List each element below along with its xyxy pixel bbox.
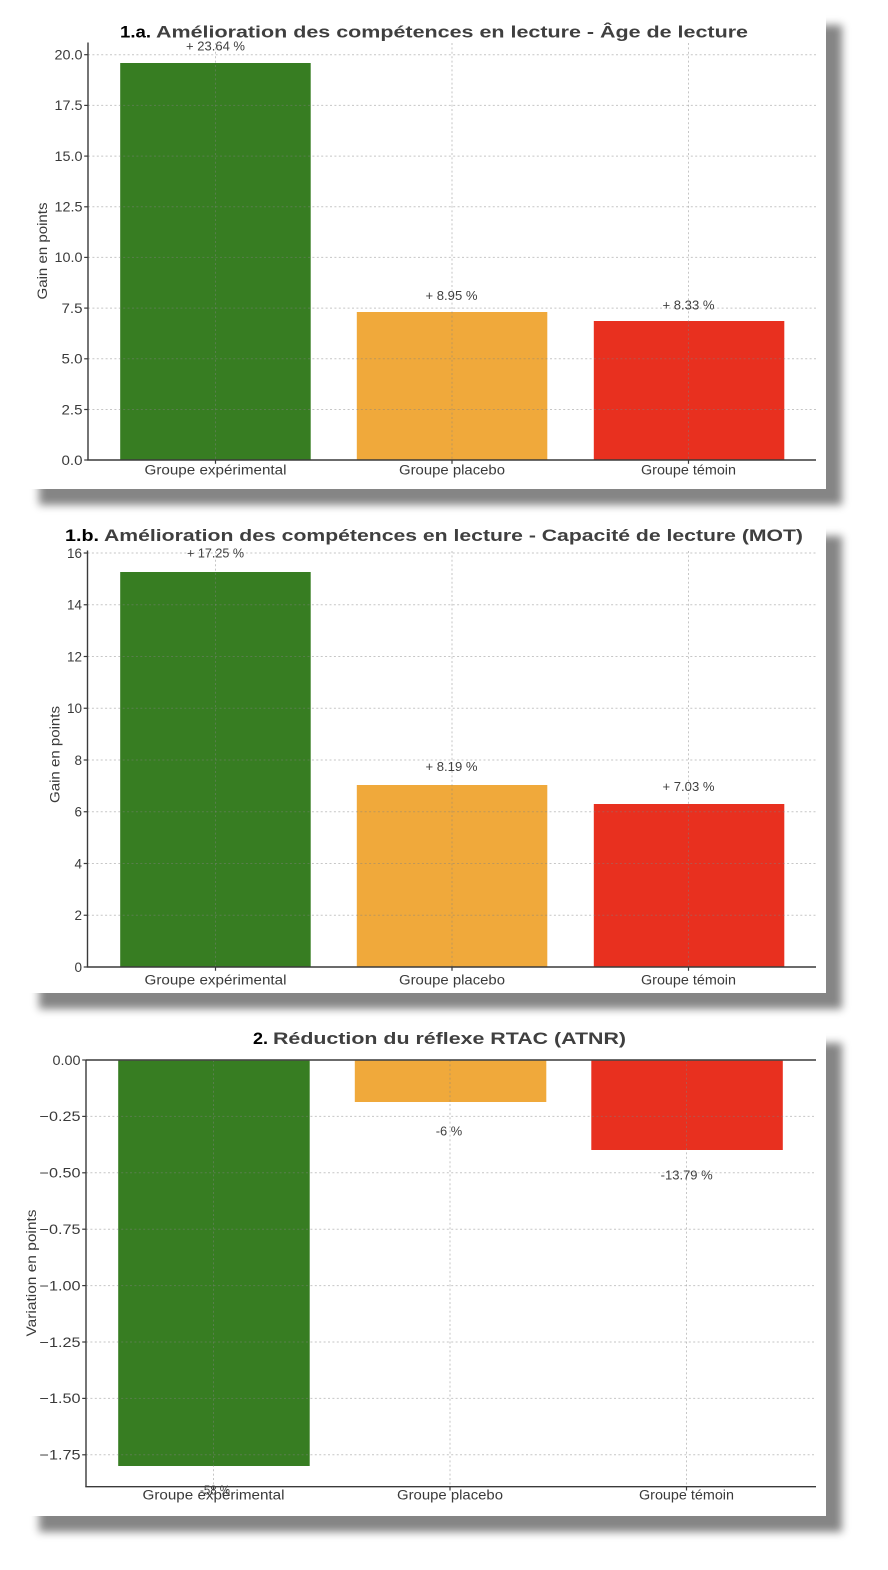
svg-text:7.5: 7.5 (62, 301, 83, 316)
svg-text:2.: 2. (253, 1030, 268, 1048)
svg-text:Groupe expérimental: Groupe expérimental (143, 1487, 285, 1502)
svg-text:16: 16 (67, 546, 82, 561)
svg-text:−1.00: −1.00 (40, 1278, 81, 1293)
svg-text:0.00: 0.00 (53, 1053, 81, 1068)
svg-text:14: 14 (67, 598, 83, 613)
svg-text:Groupe témoin: Groupe témoin (639, 1487, 734, 1502)
svg-text:Groupe expérimental: Groupe expérimental (145, 973, 287, 988)
svg-text:-13.79 %: -13.79 % (661, 1168, 713, 1182)
svg-text:−1.25: −1.25 (40, 1335, 81, 1350)
svg-text:Gain en points: Gain en points (35, 202, 50, 299)
svg-text:6: 6 (74, 805, 82, 820)
svg-text:−1.50: −1.50 (40, 1391, 81, 1406)
svg-text:15.0: 15.0 (55, 149, 83, 164)
svg-text:20.0: 20.0 (55, 48, 83, 63)
svg-text:10.0: 10.0 (55, 250, 83, 265)
svg-text:2: 2 (74, 908, 82, 923)
svg-text:Gain en points: Gain en points (48, 706, 63, 803)
svg-text:Réduction du réflexe RTAC (ATN: Réduction du réflexe RTAC (ATNR) (273, 1030, 626, 1048)
svg-text:17.5: 17.5 (55, 98, 83, 113)
svg-text:−0.75: −0.75 (40, 1222, 81, 1237)
svg-text:12.5: 12.5 (55, 200, 83, 215)
svg-text:8: 8 (74, 753, 82, 768)
svg-text:+ 7.03 %: + 7.03 % (663, 780, 715, 794)
svg-text:-58 %: -58 % (200, 1483, 230, 1497)
svg-text:+ 23.64 %: + 23.64 % (186, 40, 245, 54)
svg-text:−0.50: −0.50 (40, 1166, 81, 1181)
svg-text:Groupe témoin: Groupe témoin (641, 463, 736, 478)
svg-text:10: 10 (67, 701, 82, 716)
svg-text:12: 12 (67, 649, 82, 664)
svg-text:1.a.: 1.a. (120, 24, 151, 42)
svg-text:+ 8.19 %: + 8.19 % (426, 760, 478, 774)
svg-text:+ 8.95 %: + 8.95 % (426, 289, 478, 303)
svg-text:−0.25: −0.25 (40, 1109, 81, 1124)
svg-text:−1.75: −1.75 (40, 1448, 81, 1463)
svg-text:1.b.: 1.b. (65, 527, 99, 545)
svg-text:+ 8.33 %: + 8.33 % (663, 298, 715, 312)
svg-text:0.0: 0.0 (62, 453, 83, 468)
svg-text:4: 4 (74, 856, 82, 871)
svg-text:Groupe placebo: Groupe placebo (399, 973, 505, 988)
svg-text:Groupe témoin: Groupe témoin (641, 973, 736, 988)
svg-text:-6 %: -6 % (436, 1124, 463, 1138)
svg-text:0: 0 (74, 960, 82, 975)
svg-text:+ 17.25 %: + 17.25 % (187, 546, 244, 560)
svg-text:Variation en points: Variation en points (24, 1209, 39, 1336)
svg-text:Groupe placebo: Groupe placebo (399, 463, 505, 478)
svg-text:5.0: 5.0 (62, 352, 83, 367)
svg-text:Amélioration des compétences e: Amélioration des compétences en lecture … (104, 527, 803, 545)
svg-text:Amélioration des compétences e: Amélioration des compétences en lecture … (156, 23, 748, 42)
svg-text:Groupe expérimental: Groupe expérimental (145, 463, 287, 478)
svg-text:2.5: 2.5 (62, 402, 83, 417)
svg-text:Groupe placebo: Groupe placebo (397, 1487, 503, 1502)
